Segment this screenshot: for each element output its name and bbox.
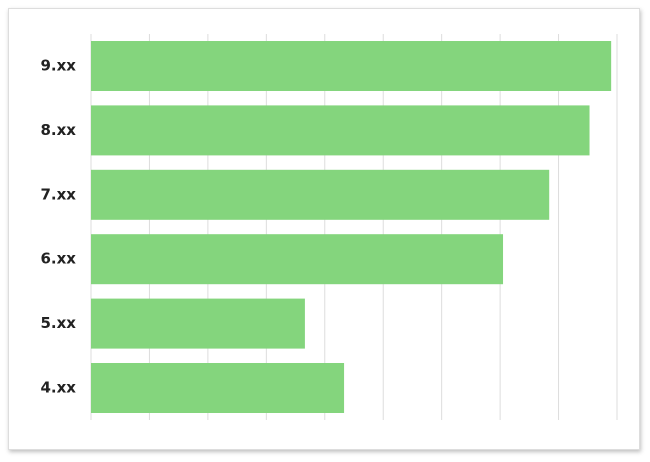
bar — [91, 363, 345, 413]
y-tick-label: 6.xx — [41, 250, 77, 268]
y-tick-label: 9.xx — [41, 57, 77, 75]
bar — [91, 105, 590, 156]
bar — [91, 234, 504, 285]
y-tick-label: 4.xx — [41, 379, 77, 397]
y-tick-label: 5.xx — [41, 314, 77, 332]
bar — [91, 298, 305, 349]
bar — [91, 41, 612, 91]
y-tick-label: 7.xx — [41, 185, 77, 203]
y-tick-label: 8.xx — [41, 121, 77, 139]
bar — [91, 169, 550, 220]
